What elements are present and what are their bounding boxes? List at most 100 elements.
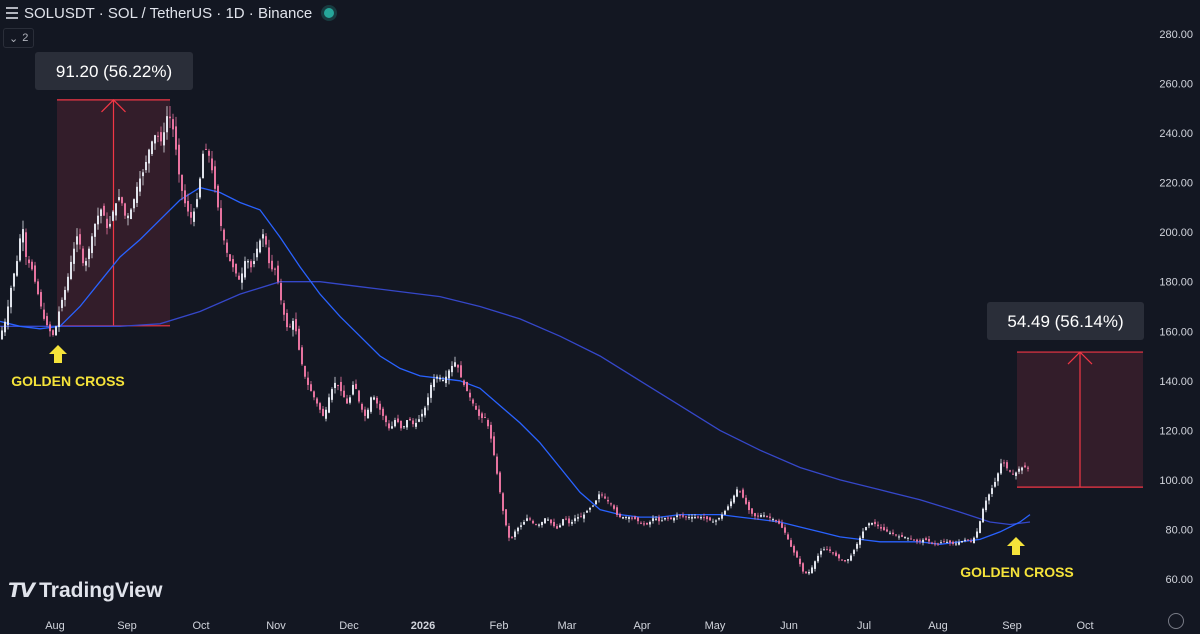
measure-label: 91.20 (56.22%) [35,52,193,90]
candle-body [466,382,468,391]
candle-body [556,526,558,528]
candle-body [673,518,675,521]
indicators-collapse-button[interactable]: ⌄ 2 [3,28,34,48]
candle-body [28,260,30,264]
golden-cross-arrow-icon [1007,537,1025,555]
candle-body [100,209,102,215]
x-tick-label: May [705,620,726,632]
candle-body [571,522,573,524]
candle-body [439,378,441,380]
candle-body [949,540,951,542]
candle-body [664,518,666,520]
candle-body [700,517,702,518]
candle-body [487,420,489,426]
candle-body [694,517,696,518]
candle-body [70,262,72,279]
candle-body [367,410,369,419]
candle-body [550,520,552,524]
candle-body [661,520,663,521]
candle-body [313,391,315,397]
symbol-title[interactable]: SOLUSDT · SOL / TetherUS · 1D · Binance [24,5,312,22]
candle-body [412,420,414,424]
candle-body [310,384,312,391]
candle-body [736,489,738,496]
candle-body [910,539,912,540]
candle-body [589,508,591,510]
chart-header: SOLUSDT · SOL / TetherUS · 1D · Binance [0,0,334,26]
x-tick-label: Oct [192,620,209,632]
candle-body [319,403,321,410]
candle-body [901,535,903,537]
candle-body [379,404,381,410]
tradingview-logo-text: TradingView [39,579,162,603]
candle-body [229,254,231,261]
candle-body [523,522,525,525]
candle-body [547,520,549,521]
candle-body [799,559,801,564]
candle-body [163,132,165,145]
candle-body [814,561,816,569]
candle-body [241,273,243,282]
candle-body [883,527,885,530]
candle-body [967,539,969,540]
candle-body [178,145,180,175]
candle-body [922,540,924,543]
candle-body [604,496,606,498]
x-tick-label: Mar [558,620,577,632]
candle-body [739,491,741,492]
candle-body [115,203,117,215]
candle-body [484,417,486,418]
y-tick-label: 220.00 [1159,178,1193,190]
chevron-down-icon: ⌄ [9,32,18,45]
candle-body [982,509,984,523]
candle-body [697,517,699,518]
candle-body [259,240,261,252]
candle-body [232,259,234,267]
candle-body [511,537,513,538]
candle-body [676,515,678,517]
candle-body [607,500,609,501]
x-tick-label: Apr [633,620,650,632]
candle-body [772,519,774,520]
tradingview-logo[interactable]: 𝙏𝙑 TradingView [8,578,162,603]
candle-body [400,421,402,428]
candle-body [418,419,420,422]
candle-body [649,522,651,524]
indicators-count: 2 [22,32,28,44]
candle-body [478,409,480,416]
golden-cross-label: GOLDEN CROSS [960,564,1074,580]
candle-body [493,436,495,455]
y-tick-label: 160.00 [1159,326,1193,338]
candle-body [505,509,507,525]
candle-body [997,473,999,481]
y-tick-label: 240.00 [1159,128,1193,140]
menu-icon[interactable] [6,7,18,19]
candle-body [889,533,891,534]
candle-body [805,572,807,574]
candle-body [166,116,168,132]
candle-body [754,513,756,516]
candle-body [154,135,156,143]
candle-body [646,523,648,525]
candle-body [262,234,264,238]
candle-body [247,261,249,262]
candle-body [4,322,6,333]
candle-body [781,523,783,528]
candle-body [406,420,408,427]
candle-body [916,540,918,542]
candle-body [304,366,306,377]
candle-body [940,542,942,543]
candle-body [58,311,60,327]
candle-body [838,554,840,558]
candle-body [946,542,948,543]
candle-body [268,247,270,263]
candle-body [655,519,657,520]
candle-body [55,326,57,335]
golden-cross-label: GOLDEN CROSS [11,373,125,389]
y-tick-label: 140.00 [1159,376,1193,388]
settings-icon[interactable] [1168,613,1184,629]
candle-body [142,172,144,176]
candle-body [352,385,354,395]
candle-body [499,472,501,492]
